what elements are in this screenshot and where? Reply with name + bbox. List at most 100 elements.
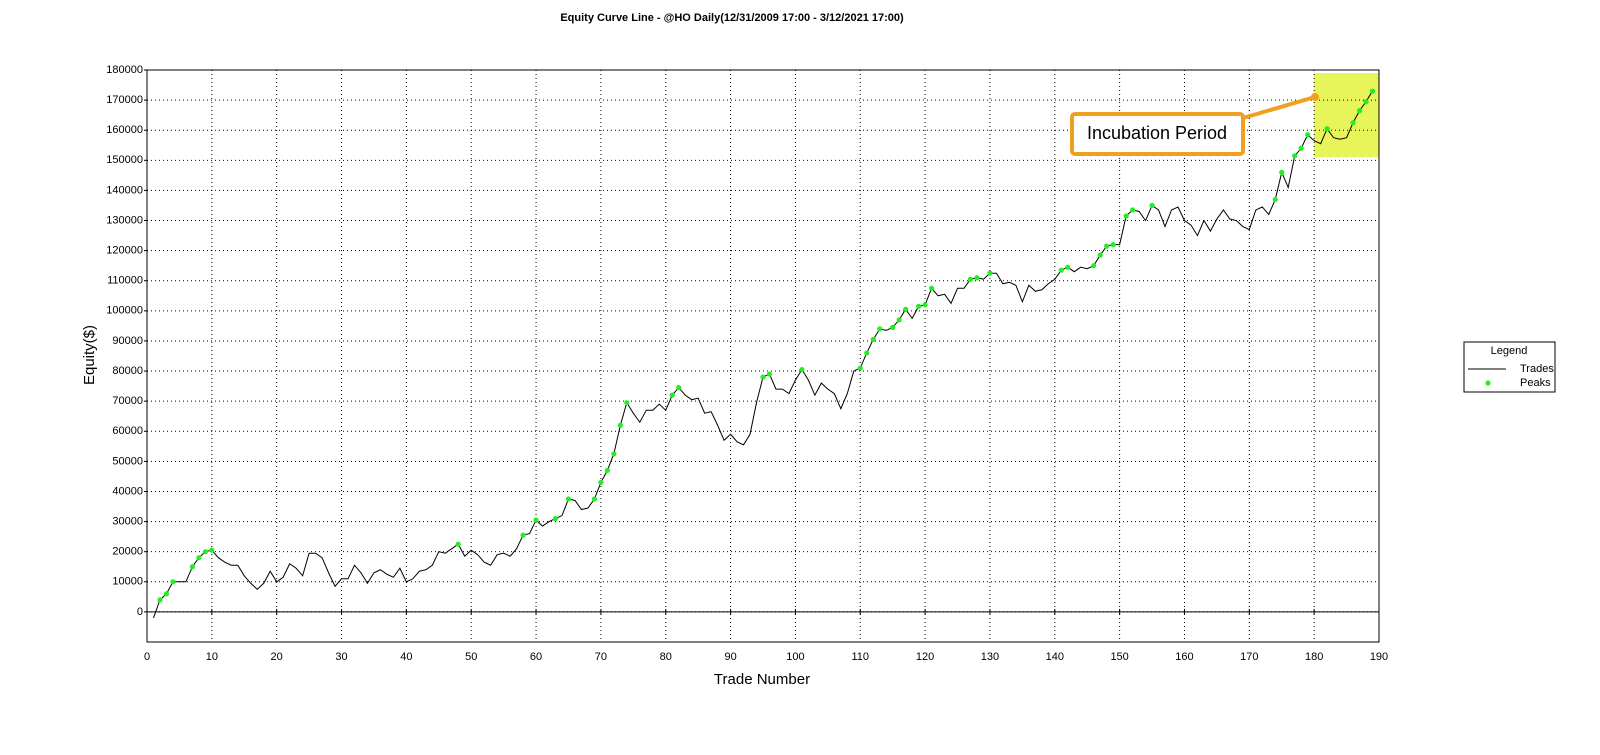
y-tick-label: 40000: [112, 485, 143, 497]
peak-point: [870, 336, 876, 343]
y-tick-label: 80000: [112, 365, 143, 377]
x-tick-label: 20: [271, 651, 283, 663]
peak-point: [202, 549, 208, 555]
legend-label: Trades: [1520, 363, 1554, 375]
peak-point: [766, 371, 773, 377]
legend-box: [1463, 341, 1556, 393]
peak-point: [669, 392, 675, 398]
x-tick-label: 140: [1046, 651, 1064, 663]
peak-point: [598, 479, 604, 486]
peak-point: [903, 306, 909, 312]
peak-point: [1305, 132, 1311, 138]
x-tick-label: 180: [1305, 651, 1323, 663]
peak-point: [987, 270, 993, 276]
peak-point: [189, 564, 195, 570]
chart-title: Equity Curve Line - @HO Daily(12/31/2009…: [560, 12, 904, 24]
peak-point: [565, 496, 572, 502]
peak-point: [1123, 213, 1129, 219]
peak-point: [967, 276, 974, 282]
peak-point: [604, 467, 610, 473]
peak-point: [890, 324, 896, 330]
peak-point: [617, 422, 623, 428]
x-axis-label: Trade Number: [714, 671, 810, 688]
peak-point: [1091, 263, 1097, 269]
y-tick-label: 110000: [107, 275, 143, 287]
y-tick-label: 120000: [106, 245, 143, 257]
x-tick-label: 0: [144, 651, 150, 663]
callout-pointer-end: [1311, 93, 1319, 101]
peak-point: [1065, 264, 1071, 270]
x-tick-label: 100: [786, 651, 804, 663]
y-tick-label: 50000: [112, 455, 143, 467]
peak-point: [922, 302, 928, 308]
x-tick-label: 120: [916, 651, 934, 663]
x-tick-label: 30: [335, 651, 347, 663]
y-tick-label: 150000: [106, 154, 143, 166]
peak-point: [455, 541, 461, 547]
peak-point: [760, 374, 766, 380]
legend-title: Legend: [1491, 345, 1528, 357]
callout-pointer: [1242, 95, 1316, 120]
peak-point: [552, 515, 559, 522]
y-tick-label: 140000: [106, 184, 143, 196]
peak-point: [1324, 126, 1330, 132]
peak-point: [864, 350, 870, 356]
peak-point: [916, 303, 922, 309]
peak-point: [1097, 252, 1103, 258]
highlight-layer: [1314, 73, 1379, 158]
y-tick-label: 0: [137, 606, 143, 618]
y-tick-label: 10000: [112, 576, 143, 588]
peak-point: [591, 496, 598, 502]
legend-layer: Trades Peaks: [1468, 363, 1554, 389]
peak-point: [520, 532, 526, 538]
peak-point: [163, 591, 170, 597]
peak-point: [209, 547, 215, 553]
x-tick-label: 160: [1175, 651, 1193, 663]
peak-point: [799, 366, 805, 373]
peak-point: [1149, 202, 1155, 209]
x-tick-label: 150: [1110, 651, 1128, 663]
x-tick-label: 60: [530, 651, 542, 663]
peak-point: [611, 451, 617, 457]
peak-point: [1279, 169, 1285, 175]
peak-point: [1363, 99, 1369, 105]
peak-point: [1272, 196, 1278, 203]
peak-point: [624, 400, 630, 406]
callout-text: Incubation Period: [1087, 123, 1227, 143]
equity-line: [153, 90, 1373, 619]
peak-point: [974, 275, 980, 281]
y-tick-label: 20000: [112, 546, 143, 558]
x-tick-label: 110: [851, 651, 869, 663]
peak-point: [196, 555, 202, 561]
peak-point: [1058, 267, 1064, 273]
data-layer: [153, 88, 1376, 619]
peak-point: [533, 517, 539, 523]
y-tick-label: 70000: [112, 395, 143, 407]
peak-point: [676, 385, 682, 391]
highlight-region: [1314, 73, 1379, 158]
peak-point: [877, 326, 883, 332]
peak-point: [157, 597, 163, 603]
legend-marker: [1485, 380, 1491, 386]
x-tick-label: 170: [1240, 651, 1258, 663]
y-tick-label: 180000: [106, 64, 143, 76]
peak-point: [857, 365, 863, 371]
peak-point: [1110, 242, 1116, 248]
x-tick-label: 80: [660, 651, 672, 663]
y-tick-label: 90000: [112, 335, 143, 347]
peak-point: [1104, 243, 1110, 249]
legend-label: Peaks: [1520, 377, 1551, 389]
peak-point: [928, 285, 935, 291]
peak-point: [1130, 207, 1136, 213]
y-tick-label: 60000: [112, 425, 143, 437]
peak-point: [1350, 120, 1356, 126]
y-tick-label: 30000: [112, 515, 143, 527]
x-tick-label: 10: [206, 651, 218, 663]
x-tick-label: 190: [1370, 651, 1388, 663]
x-tick-label: 70: [595, 651, 607, 663]
peak-point: [170, 579, 176, 585]
peak-point: [896, 317, 902, 323]
y-tick-label: 160000: [106, 124, 143, 136]
y-tick-label: 130000: [106, 214, 143, 226]
peak-point: [1356, 108, 1363, 114]
